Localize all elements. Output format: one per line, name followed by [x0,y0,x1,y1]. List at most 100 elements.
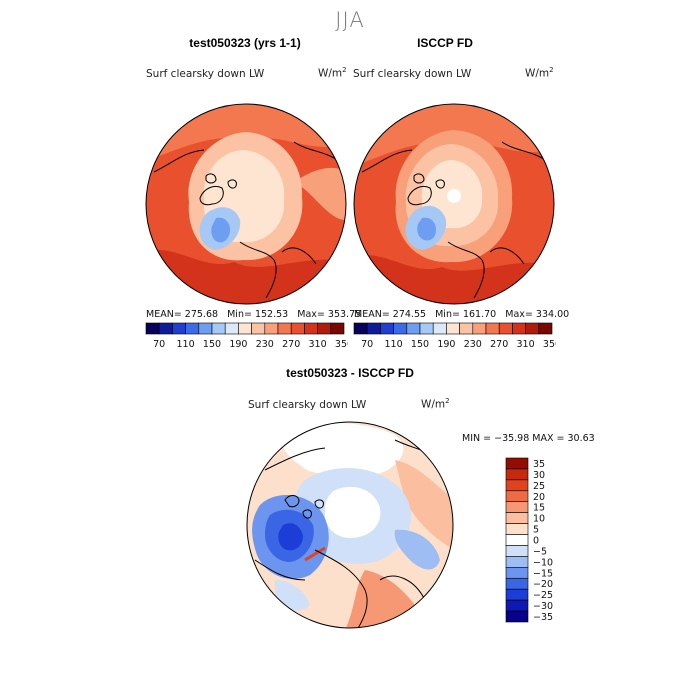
diff-colorbar-tick-label: 20 [533,492,545,503]
obs-colorbar-swatch [485,322,500,335]
diff-map-red-streak [304,546,326,562]
obs-colorbar-swatch [472,322,487,335]
diff-colorbar-tick-label: −10 [533,557,553,568]
model-map-coastlines-archipelago [199,173,237,206]
obs-variable-label: Surf clearsky down LW [353,68,472,80]
diff-map-arctic-white [324,486,381,538]
diff-map-band-north [280,423,404,475]
model-panel-title: test050323 (yrs 1-1) [189,36,301,50]
model-colorbar-tick-label: 230 [256,339,274,350]
diff-units-label: W/m2 [421,397,450,411]
obs-colorbar-tick-label: 190 [437,339,455,350]
diff-colorbar-swatch [505,468,529,481]
diff-polar-map [246,421,454,629]
model-map-border [145,103,347,305]
obs-colorbar-tick-label: 110 [385,339,403,350]
diff-variable-label: Surf clearsky down LW [248,399,367,411]
diff-colorbar-tick-label: −15 [533,568,553,579]
obs-colorbar-swatch [393,322,408,335]
diff-colorbar-tick-label: 10 [533,514,545,525]
obs-colorbar-swatch [538,322,553,335]
diff-colorbar-tick-label: −25 [533,590,553,601]
model-stats-line: MEAN= 275.68 Min= 152.53 Max= 353.75 [146,309,362,320]
diff-map-band-east [395,460,453,550]
model-colorbar-swatch [264,322,279,335]
diff-colorbar-swatch [505,545,529,557]
obs-colorbar-tick-label: 270 [490,339,508,350]
model-units-label: W/m2 [318,66,347,80]
obs-panel-title: ISCCP FD [417,36,473,50]
model-colorbar-swatch [277,322,292,335]
obs-colorbar-tick-label: 230 [464,339,482,350]
obs-map-coastlines-archipelago [407,173,445,206]
season-title: JJA [335,8,365,32]
diff-minmax-label: MIN = −35.98 MAX = 30.63 [462,433,595,444]
diff-colorbar-swatch [505,567,529,579]
model-colorbar-tick-label: 110 [177,339,195,350]
model-colorbar-swatch [145,322,160,335]
obs-map-coastlines-continents [361,141,549,299]
model-colorbar-swatch [251,322,266,335]
obs-colorbar-swatch [366,322,381,335]
obs-colorbar-swatch [459,322,474,335]
diff-colorbar-swatch [505,512,529,524]
diff-panel-title: test050323 - ISCCP FD [286,366,414,380]
obs-colorbar-tick-label: 70 [361,339,373,350]
obs-colorbar-swatch [432,322,447,335]
obs-stats-line: MEAN= 274.55 Min= 161.70 Max= 334.00 [354,309,570,320]
model-polar-map [145,103,347,305]
model-colorbar-tick-label: 70 [153,339,165,350]
obs-colorbar-swatch [380,322,394,335]
model-colorbar-swatch [172,322,186,335]
diff-colorbar-tick-label: −30 [533,601,553,612]
obs-colorbar-tick-label: 310 [517,339,535,350]
model-colorbar-tick-label: 150 [203,339,221,350]
obs-colorbar-swatch [498,322,513,335]
obs-map-border [353,103,555,305]
diff-colorbar-swatch [505,577,529,590]
diff-map-coastlines-continents [254,439,451,628]
diff-colorbar-tick-label: −20 [533,579,553,590]
obs-colorbar-swatch [353,322,368,335]
model-colorbar-swatch [198,322,213,335]
diff-colorbar-tick-label: 0 [533,536,539,547]
diff-colorbar-tick-label: −5 [533,546,547,557]
model-colorbar-tick-label: 350 [335,339,348,350]
diff-colorbar-swatch [505,588,529,601]
diff-map-west-core [278,523,303,551]
diff-map-south-blue [275,580,310,611]
diff-colorbar-swatch [505,523,529,535]
obs-colorbar: 70 110 150 190 230 270 310 350 [353,322,556,350]
model-colorbar-tick-label: 190 [229,339,247,350]
obs-map-pole-hole [447,189,461,203]
model-colorbar-tick-label: 310 [309,339,327,350]
model-colorbar-swatch [330,322,345,335]
diff-map-band-southeast [345,570,453,628]
diff-colorbar-swatch [505,534,529,546]
diff-map-east-blue [394,529,440,570]
diff-map-coastlines-archipelago [284,495,324,519]
model-map-coastlines-continents [153,141,341,299]
diff-colorbar-swatch [505,490,529,503]
model-colorbar-swatch [185,322,200,335]
obs-colorbar-swatch [419,322,434,335]
diff-colorbar-swatch [505,501,529,513]
diff-colorbar-swatch [505,556,529,568]
obs-colorbar-swatch [406,322,421,335]
obs-units-label: W/m2 [525,66,554,80]
obs-colorbar-tick-label: 350 [543,339,556,350]
obs-colorbar-tick-label: 150 [411,339,429,350]
model-map-greenland-core [211,217,230,243]
model-colorbar-swatch [238,322,252,335]
model-colorbar-swatch [304,322,318,335]
diff-colorbar-tick-label: 15 [533,503,545,514]
diff-colorbar-tick-label: 35 [533,459,545,470]
model-colorbar-swatch [211,322,226,335]
diff-colorbar-swatch [505,599,529,612]
model-colorbar-swatch [158,322,173,335]
model-map-band-east [294,167,346,221]
diff-colorbar-swatch [505,610,529,623]
obs-colorbar-swatch [446,322,460,335]
obs-map-greenland-core [417,217,436,241]
